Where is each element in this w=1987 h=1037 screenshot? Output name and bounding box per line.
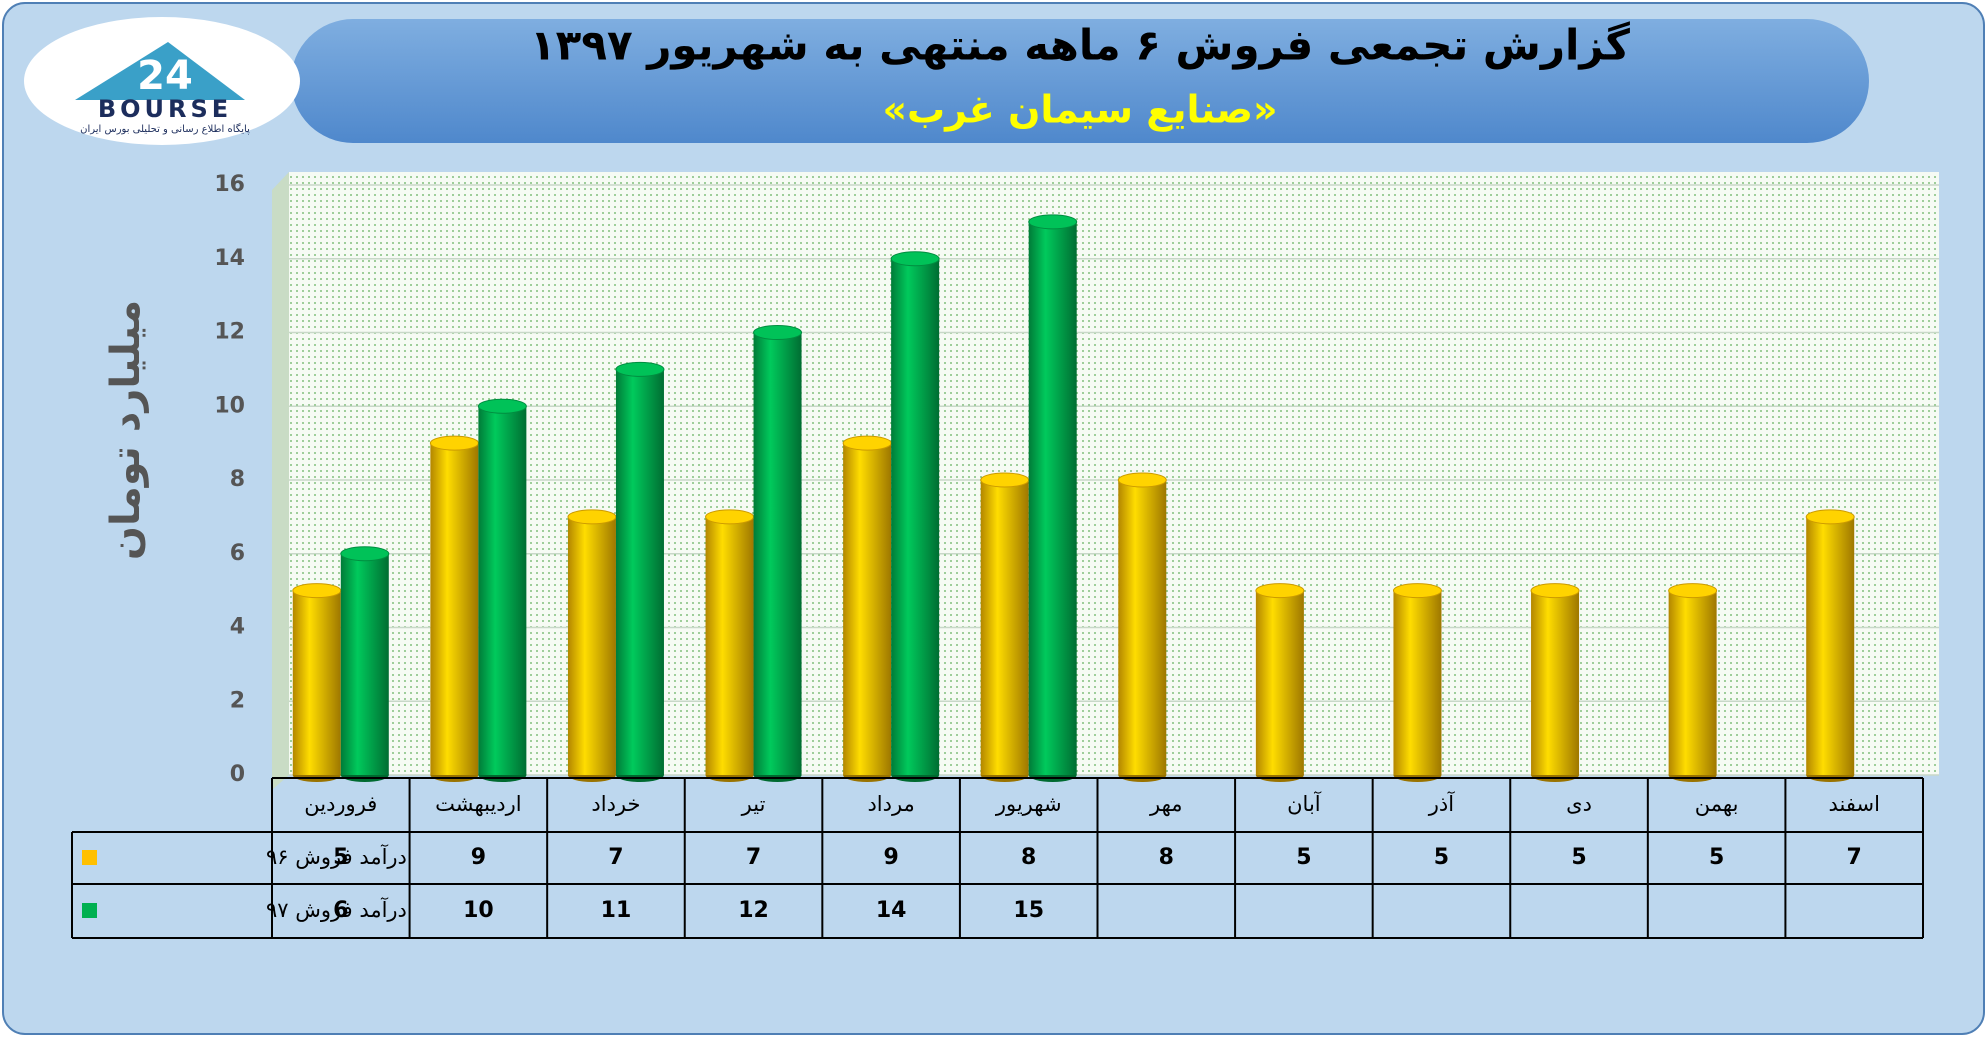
x-tick-label: آذر — [1428, 791, 1455, 816]
side-wall — [272, 172, 289, 790]
bar-cap — [340, 546, 390, 562]
bar-cap — [1530, 583, 1580, 599]
bar-cap — [890, 251, 940, 267]
table-value: 9 — [883, 845, 898, 870]
bar-cap — [705, 509, 755, 525]
y-tick-label: 0 — [230, 762, 245, 787]
x-tick-label: بهمن — [1695, 792, 1739, 816]
table-value: 7 — [746, 845, 761, 870]
table-value: 5 — [1709, 845, 1724, 870]
plot-area — [289, 172, 1939, 775]
legend-swatch — [82, 850, 97, 865]
bar-cap — [1255, 583, 1305, 599]
y-tick-label: 10 — [214, 393, 245, 418]
y-tick-label: 6 — [230, 541, 245, 566]
bar-cap — [980, 472, 1030, 488]
table-value: 7 — [1847, 845, 1862, 870]
x-tick-label: خرداد — [591, 792, 640, 816]
legend-swatch — [82, 903, 97, 918]
bar — [1255, 590, 1304, 775]
table-value: 8 — [1021, 845, 1036, 870]
y-tick-label: 4 — [230, 615, 245, 640]
y-axis-label: میلیارد تومان — [103, 300, 149, 560]
bar-cap — [477, 398, 527, 414]
y-tick-label: 14 — [214, 246, 245, 271]
bar — [1668, 590, 1717, 775]
logo-name: BOURSE — [98, 95, 232, 123]
bar-cap — [1028, 214, 1078, 230]
table-value: 12 — [738, 898, 769, 923]
x-tick-label: شهریور — [995, 792, 1062, 816]
y-tick-label: 12 — [214, 320, 245, 345]
table-value: 5 — [333, 845, 348, 870]
table-value: 5 — [1296, 845, 1311, 870]
bar-cap — [429, 435, 479, 451]
bar — [753, 332, 802, 775]
bar — [340, 553, 389, 775]
bar — [567, 516, 616, 775]
x-tick-label: دی — [1566, 792, 1592, 816]
bar-cap — [842, 435, 892, 451]
logo-shape — [75, 42, 245, 100]
chart-subtitle: «صنایع سیمان غرب» — [882, 88, 1277, 132]
title-banner — [291, 19, 1869, 143]
x-tick-label: آبان — [1287, 791, 1322, 816]
x-tick-label: اسفند — [1828, 792, 1879, 816]
x-tick-label: تیر — [741, 792, 766, 816]
x-tick-label: اردیبهشت — [435, 792, 522, 816]
bar — [705, 516, 754, 775]
bar — [478, 406, 527, 775]
bar — [1393, 590, 1442, 775]
bar-cap — [1392, 583, 1442, 599]
chart-title: گزارش تجمعی فروش ۶ ماهه منتهی به شهریور … — [530, 21, 1630, 71]
bar-cap — [753, 325, 803, 340]
bar-cap — [1117, 472, 1167, 488]
y-tick-label: 2 — [230, 688, 245, 713]
bar — [1531, 590, 1580, 775]
table-value: 7 — [608, 845, 623, 870]
y-tick-label: 16 — [214, 172, 245, 197]
bar — [430, 443, 479, 775]
x-tick-label: مهر — [1149, 792, 1183, 816]
table-value: 5 — [1571, 845, 1586, 870]
bar-cap — [1805, 509, 1855, 525]
bar-cap — [1668, 583, 1718, 599]
bar — [615, 369, 664, 775]
bar — [1028, 221, 1077, 775]
bar-cap — [615, 361, 665, 377]
bar — [1118, 480, 1167, 775]
table-value: 5 — [1434, 845, 1449, 870]
legend-label: درآمد فروش ۹۶ — [266, 844, 407, 869]
table-value: 6 — [333, 898, 348, 923]
x-tick-label: مرداد — [867, 792, 914, 816]
bar-cap — [567, 509, 617, 525]
bar — [891, 258, 940, 775]
bar — [1806, 516, 1855, 775]
table-value: 11 — [601, 898, 632, 923]
table-value: 15 — [1013, 898, 1044, 923]
y-tick-label: 8 — [230, 467, 245, 492]
logo-tagline: پایگاه اطلاع رسانی و تحلیلی بورس ایران — [80, 123, 250, 135]
legend-label: درآمد فروش ۹۷ — [266, 897, 407, 922]
bar — [980, 480, 1029, 775]
table-value: 8 — [1159, 845, 1174, 870]
logo-number: 24 — [137, 53, 193, 99]
bar — [292, 590, 341, 775]
table-value: 14 — [876, 898, 907, 923]
bar-cap — [292, 583, 342, 599]
bar — [843, 443, 892, 775]
table-value: 9 — [471, 845, 486, 870]
x-tick-label: فروردین — [304, 792, 377, 816]
table-value: 10 — [463, 898, 494, 923]
